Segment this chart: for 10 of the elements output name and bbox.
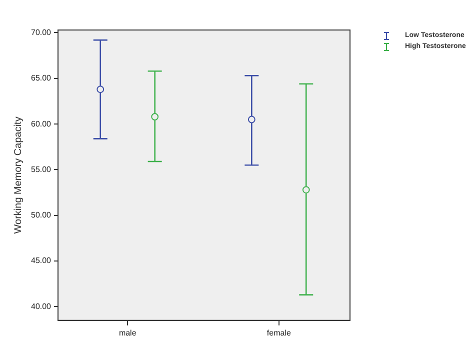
y-tick-label: 45.00 <box>30 256 52 266</box>
y-tick-label: 60.00 <box>30 119 52 128</box>
y-tick-label: 55.00 <box>30 164 52 174</box>
x-tick-label: female <box>266 328 292 338</box>
y-axis-title: Working Memory Capacity <box>12 116 24 234</box>
y-tick-label: 40.00 <box>30 302 52 311</box>
y-tick-label: 65.00 <box>30 74 52 83</box>
x-tick-label: male <box>118 328 137 338</box>
y-tick-label: 50.00 <box>30 210 52 220</box>
y-tick-label: 70.00 <box>30 28 52 37</box>
